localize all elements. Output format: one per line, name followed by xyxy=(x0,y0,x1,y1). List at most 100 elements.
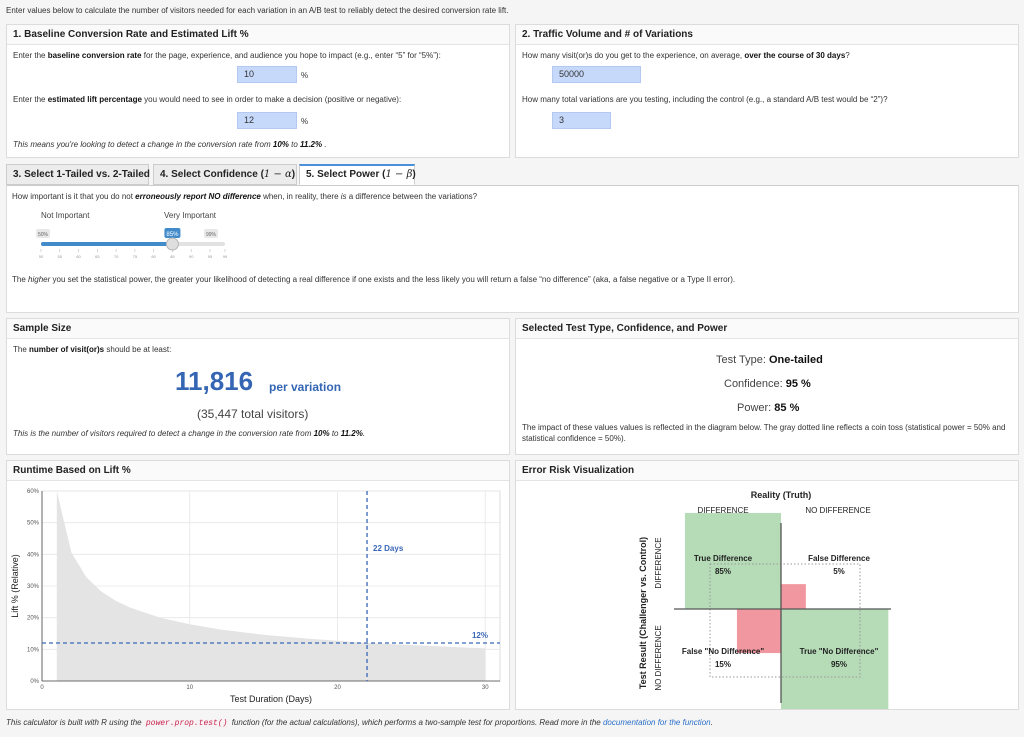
tab-tailed[interactable]: 3. Select 1-Tailed vs. 2-Tailed xyxy=(6,164,150,185)
y-tick-label: 10% xyxy=(27,647,40,653)
per-variation-label: per variation xyxy=(269,380,342,394)
traffic-panel: 2. Traffic Volume and # of Variations Ho… xyxy=(515,24,1019,158)
power-label-low: Not Important xyxy=(41,211,90,220)
runtime-y-axis-title: Lift % (Relative) xyxy=(10,554,20,618)
slider-tick-label: 65 xyxy=(95,254,100,259)
slider-value-badge xyxy=(164,228,181,238)
true-difference-value: 85% xyxy=(715,567,731,576)
runtime-chart: 0%10%20%30%40%50%60%0 10 20 30 22 Days 12% … xyxy=(10,489,501,704)
sample-size-lead: The number of visit(or)s should be at le… xyxy=(13,345,172,354)
per-variation-count: 11,816 xyxy=(175,366,254,396)
false-difference-value: 5% xyxy=(833,567,845,576)
true-no-difference-value: 95% xyxy=(831,660,847,669)
false-no-difference-label: False "No Difference" xyxy=(682,647,764,656)
false-no-difference-cell xyxy=(736,609,781,654)
selected-settings-panel: Selected Test Type, Confidence, and Powe… xyxy=(515,318,1019,455)
x-tick-label: 10 xyxy=(186,685,193,691)
slider-tick-label: 75 xyxy=(133,254,138,259)
power-panel: How important is it that you do not erro… xyxy=(6,185,1019,313)
error-risk-panel: Error Risk Visualization Reality (Truth)… xyxy=(515,460,1019,710)
confidence-summary: Confidence: 95 % xyxy=(724,378,811,390)
baseline-question: Enter the baseline conversion rate for t… xyxy=(13,51,441,60)
selected-settings-note: The impact of these values values is ref… xyxy=(522,423,1006,443)
total-visitors: (35,447 total visitors) xyxy=(197,407,309,421)
lift-input[interactable]: 12 xyxy=(237,112,297,129)
documentation-link[interactable]: documentation for the function xyxy=(602,718,711,727)
false-no-difference-value: 15% xyxy=(715,660,731,669)
x-tick-label: 20 xyxy=(334,685,341,691)
test-result-heading: Test Result (Challenger vs. Control) xyxy=(638,537,648,689)
true-difference-cell xyxy=(684,512,781,609)
slider-tick-label: 60 xyxy=(76,254,81,259)
sample-size-note: This is the number of visitors required … xyxy=(13,429,366,438)
visitors-question: How many visit(or)s do you get to the ex… xyxy=(522,51,850,60)
error-risk-diagram: Reality (Truth) DIFFERENCE NO DIFFERENCE… xyxy=(638,490,891,709)
slider-max-badge xyxy=(204,229,218,238)
runtime-panel: Runtime Based on Lift % 0% 10% 20% 30% 40% 50… xyxy=(6,460,510,710)
coin-toss-line xyxy=(709,563,861,678)
slider-value-label: 85% xyxy=(166,232,179,238)
sample-size-title: Sample Size xyxy=(7,319,509,339)
y-tick-label: 50% xyxy=(27,521,40,527)
intro-text: Enter values below to calculate the numb… xyxy=(6,6,509,15)
lift-question: Enter the estimated lift percentage you … xyxy=(13,95,402,104)
slider-ticks: 50 55 60 65 70 75 80 85 90 95 99 xyxy=(39,249,228,259)
test-type-summary: Test Type: One-tailed xyxy=(716,354,823,366)
power-question: How important is it that you do not erro… xyxy=(12,192,478,201)
col-difference: DIFFERENCE xyxy=(697,506,748,515)
true-no-difference-cell xyxy=(781,609,889,709)
true-no-difference-label: True "No Difference" xyxy=(800,647,879,656)
lift-pct-symbol: % xyxy=(301,117,309,126)
slider-tick-label: 80 xyxy=(151,254,156,259)
y-tick-label: 60% xyxy=(27,489,40,495)
slider-tick-label: 85 xyxy=(170,254,175,259)
y-tick-label: 20% xyxy=(27,616,40,622)
slider-min-label: 50% xyxy=(38,232,49,238)
slider-tick-label: 70 xyxy=(114,254,119,259)
tab-power[interactable]: 5. Select Power (1 − β) xyxy=(299,164,416,185)
false-difference-label: False Difference xyxy=(808,554,870,563)
variations-input[interactable]: 3 xyxy=(552,112,611,129)
slider-fill xyxy=(41,242,173,246)
slider-handle[interactable] xyxy=(165,237,179,251)
baseline-rate-input[interactable]: 10 xyxy=(237,66,297,83)
visitors-input[interactable]: 50000 xyxy=(552,66,641,83)
row-difference: DIFFERENCE xyxy=(654,537,663,588)
x-tick-label: 30 xyxy=(482,685,489,691)
variations-question: How many total variations are you testin… xyxy=(522,95,888,104)
sample-size-panel: Sample Size The number of visit(or)s sho… xyxy=(6,318,510,455)
y-tick-label: 30% xyxy=(27,584,40,590)
power-summary: Power: 85 % xyxy=(737,402,800,414)
runtime-days-label: 22 Days xyxy=(373,544,404,553)
baseline-panel: 1. Baseline Conversion Rate and Estimate… xyxy=(6,24,510,158)
error-risk-title: Error Risk Visualization xyxy=(516,461,1018,481)
slider-tick-label: 50 xyxy=(39,254,44,259)
slider-tick-label: 90 xyxy=(189,254,194,259)
y-tick-label: 0% xyxy=(30,679,39,685)
runtime-x-axis-title: Test Duration (Days) xyxy=(230,694,312,704)
slider-min-badge xyxy=(36,229,50,238)
baseline-pct-symbol: % xyxy=(301,71,309,80)
false-difference-cell xyxy=(781,584,806,609)
lift-note: This means you're looking to detect a ch… xyxy=(13,140,327,149)
x-tick-label: 0 xyxy=(40,685,44,691)
footer-note: This calculator is built with R using th… xyxy=(6,718,713,728)
slider-max-label: 99% xyxy=(206,232,217,238)
traffic-panel-title: 2. Traffic Volume and # of Variations xyxy=(516,25,1018,45)
slider-tick-label: 55 xyxy=(58,254,63,259)
power-label-high: Very Important xyxy=(164,211,217,220)
chart-axes: 0% 10% 20% 30% 40% 50% 60% 0 10 20 30 xyxy=(27,489,500,691)
row-no-difference: NO DIFFERENCE xyxy=(654,625,663,690)
reality-heading: Reality (Truth) xyxy=(751,490,812,500)
y-tick-label: 40% xyxy=(27,552,40,558)
col-no-difference: NO DIFFERENCE xyxy=(805,506,870,515)
slider-tick-label: 95 xyxy=(208,254,213,259)
tab-confidence[interactable]: 4. Select Confidence (1 − α) xyxy=(153,164,297,185)
true-difference-label: True Difference xyxy=(694,554,753,563)
runtime-title: Runtime Based on Lift % xyxy=(7,461,509,481)
function-code: power.prop.test() xyxy=(143,719,230,728)
runtime-lift-label: 12% xyxy=(472,631,488,640)
power-slider[interactable]: 50% 85% 99% 50 55 60 65 70 75 80 85 90 95 99 xyxy=(33,224,243,266)
baseline-panel-title: 1. Baseline Conversion Rate and Estimate… xyxy=(7,25,509,45)
slider-tick-label: 99 xyxy=(223,254,228,259)
